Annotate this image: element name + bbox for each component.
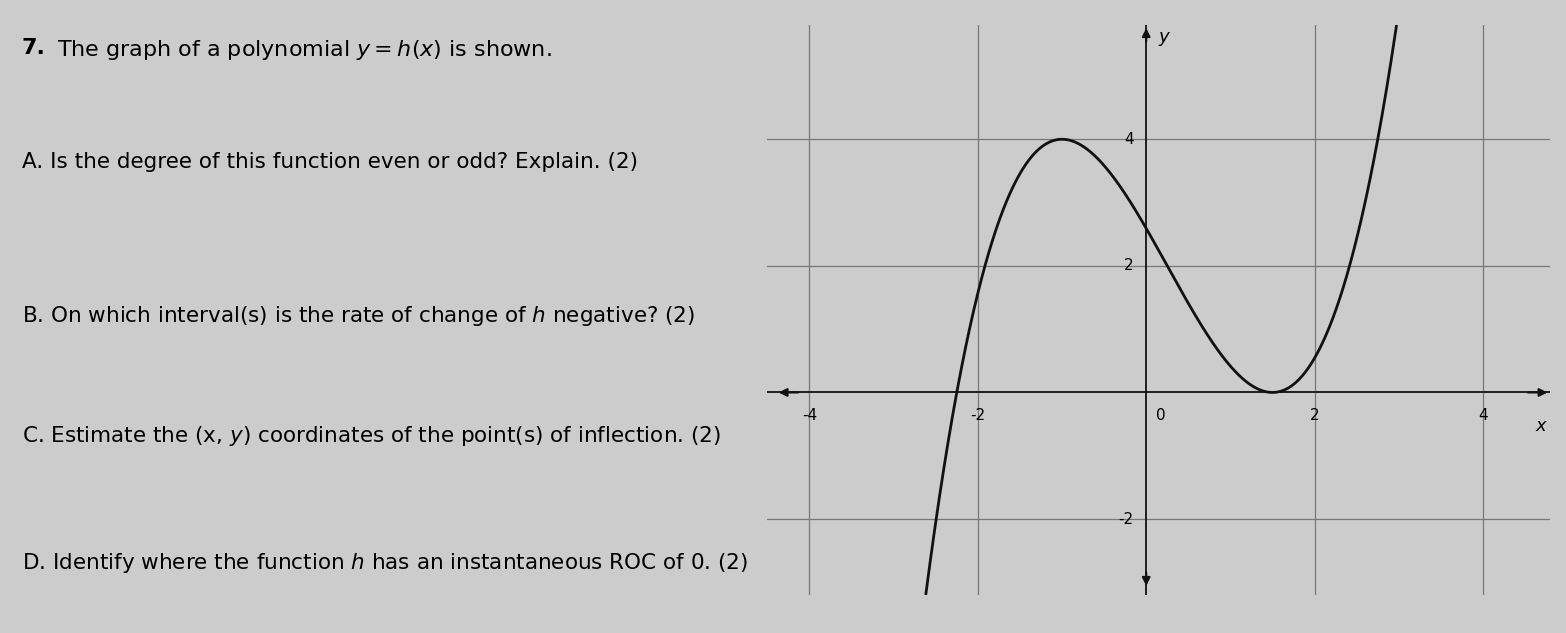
Text: 2: 2: [1124, 258, 1134, 273]
Text: 4: 4: [1478, 408, 1488, 423]
Text: x: x: [1536, 417, 1546, 434]
Text: 0: 0: [1156, 408, 1167, 423]
Text: D. Identify where the function $h$ has an instantaneous ROC of 0. (2): D. Identify where the function $h$ has a…: [22, 551, 749, 575]
Text: -2: -2: [1118, 511, 1134, 527]
Text: y: y: [1159, 28, 1170, 46]
Text: 2: 2: [1309, 408, 1320, 423]
Text: B. On which interval(s) is the rate of change of $h$ negative? (2): B. On which interval(s) is the rate of c…: [22, 304, 695, 328]
Text: A. Is the degree of this function even or odd? Explain. (2): A. Is the degree of this function even o…: [22, 152, 637, 172]
Text: -2: -2: [971, 408, 985, 423]
Text: 7.: 7.: [22, 38, 45, 58]
Text: -4: -4: [802, 408, 817, 423]
Text: 4: 4: [1124, 132, 1134, 147]
Text: C. Estimate the (x, $y$) coordinates of the point(s) of inflection. (2): C. Estimate the (x, $y$) coordinates of …: [22, 424, 720, 448]
Text: The graph of a polynomial $y = h(x)$ is shown.: The graph of a polynomial $y = h(x)$ is …: [56, 38, 551, 62]
